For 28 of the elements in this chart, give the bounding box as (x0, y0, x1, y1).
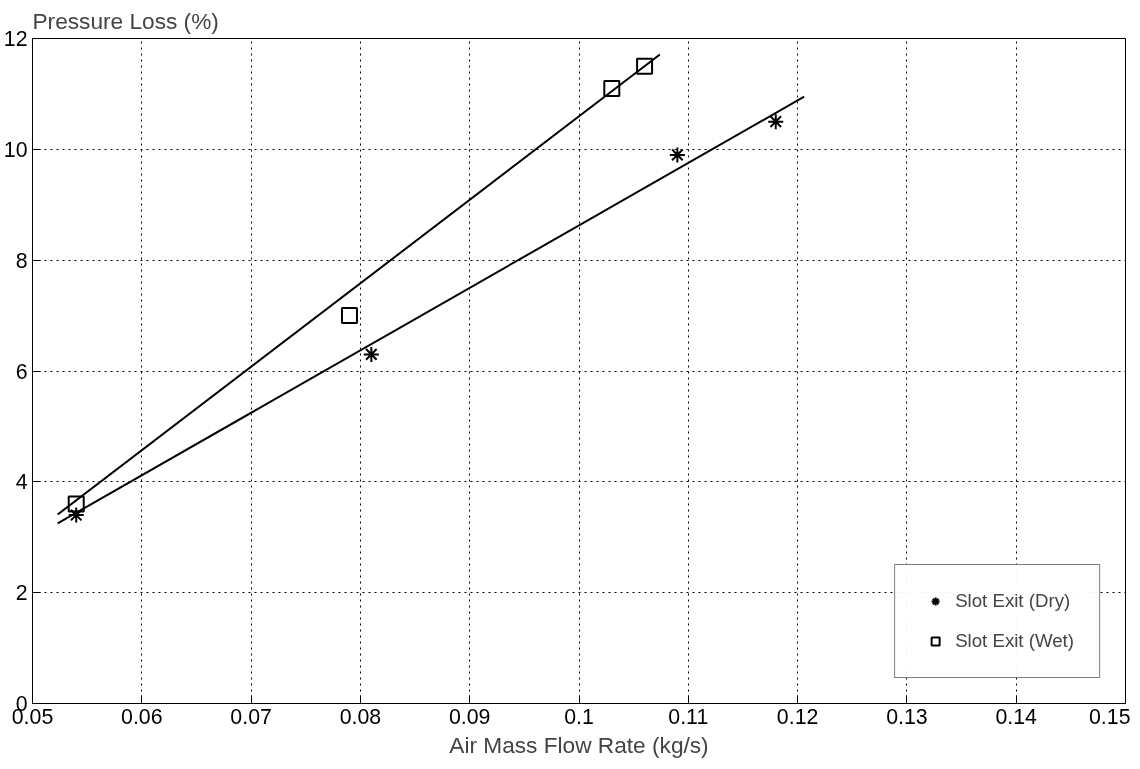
x-tick-label: 0.1 (564, 704, 594, 729)
y-tick-label: 8 (15, 248, 28, 273)
y-tick-label: 10 (3, 137, 28, 162)
y-tick-label: 2 (15, 581, 28, 606)
point (340, 307, 358, 325)
x-tick-label: 0.07 (230, 704, 272, 729)
x-tick-label: 0.11 (668, 704, 709, 729)
x-tick-label: 0.09 (448, 704, 491, 729)
x-tick-label: 0.06 (121, 704, 163, 729)
point (636, 57, 654, 75)
y-tick-label: 6 (15, 359, 28, 384)
legend-label: Slot Exit (Dry) (955, 590, 1071, 612)
legend-label: Slot Exit (Wet) (955, 630, 1074, 652)
x-axis-title: Air Mass Flow Rate (kg/s) (449, 731, 709, 758)
y-tick-label: 4 (15, 470, 28, 495)
y-axis-title: Pressure Loss (%) (32, 7, 219, 34)
point (767, 113, 785, 131)
point (668, 146, 686, 164)
point (603, 79, 621, 97)
point (67, 506, 85, 524)
x-tick-label: 0.12 (776, 704, 819, 729)
point (67, 495, 85, 513)
x-tick-label: 0.13 (886, 704, 928, 729)
x-tick-label: 0.15 (1088, 704, 1131, 729)
point (362, 345, 380, 363)
x-tick-label: 0.08 (339, 704, 382, 729)
y-tick-label: 12 (3, 27, 28, 51)
x-tick-label: 0.14 (995, 704, 1038, 729)
